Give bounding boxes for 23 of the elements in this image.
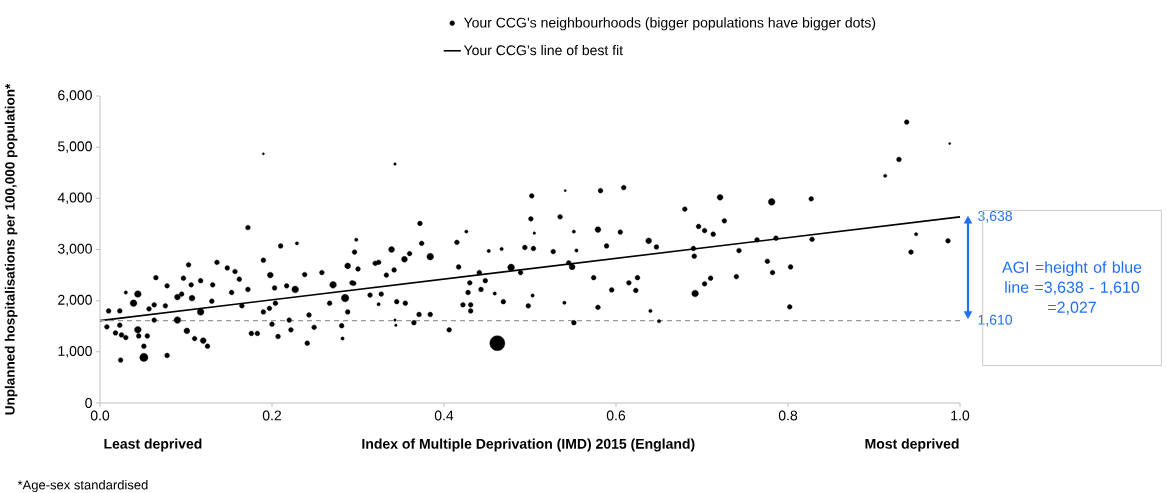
y-tick-label: 5,000 [58,141,92,153]
legend-label: Your CCG’s line of best fit [463,44,623,56]
y-tick-label: 0 [85,398,92,408]
x-axis-title: Index of Multiple Deprivation (IMD) 2015 (England) [362,438,695,452]
annotation: 1,610 [978,314,1013,327]
text: AGI =height of blue line =3,638 - 1,610 =2,027 [1002,261,1142,315]
x-tick-label: 0.2 [262,410,282,421]
y-tick-label: 6,000 [58,90,92,102]
x-tick-label: 0.0 [90,410,110,421]
x-tick-label: 0.8 [778,410,798,421]
legend-label: Your CCG’s neighbourhoods (bigger populations have bigger dots) [463,17,876,31]
x-tick-label: 0.6 [606,410,626,421]
y-tick-label: 3,000 [57,243,92,256]
x-tick-label: 0.4 [434,410,454,421]
text: Most deprived [865,438,959,452]
y-tick-label: 2,000 [58,294,92,307]
y-tick-label: 1,000 [58,346,92,358]
text: Least deprived [104,438,202,452]
x-tick-label: 1.0 [951,410,970,421]
y-axis-title: Unplanned hospitalisations per 100,000 population* [4,83,18,415]
text: *Age-sex standardised [17,479,148,493]
y-tick-label: 4,000 [57,192,92,205]
annotation: 3,638 [978,211,1012,223]
